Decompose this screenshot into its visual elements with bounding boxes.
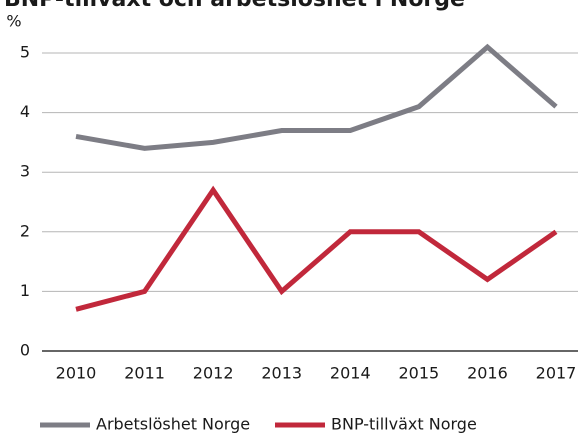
x-tick-label: 2016 [467,364,508,383]
y-tick-label: 2 [20,221,30,240]
x-tick-label: 2015 [398,364,439,383]
x-tick-label: 2014 [330,364,371,383]
y-tick-label: 0 [20,341,30,360]
line-series [75,43,558,151]
x-tick-label: 2017 [536,364,577,383]
x-tick-label: 2012 [193,364,234,383]
x-tick-label: 2010 [56,364,97,383]
y-tick-label: 4 [20,102,30,121]
y-axis-label: % [6,12,21,31]
legend-label: Arbetslöshet Norge [96,415,250,434]
y-tick-label: 5 [20,43,30,62]
y-tick-label: 1 [20,281,30,300]
x-tick-label: 2013 [261,364,302,383]
chart-title: BNP-tillväxt och arbetslöshet i Norge [4,0,465,12]
x-tick-label: 2011 [124,364,165,383]
legend-label: BNP-tillväxt Norge [331,415,477,434]
line-series [75,185,558,312]
y-tick-label: 3 [20,162,30,181]
